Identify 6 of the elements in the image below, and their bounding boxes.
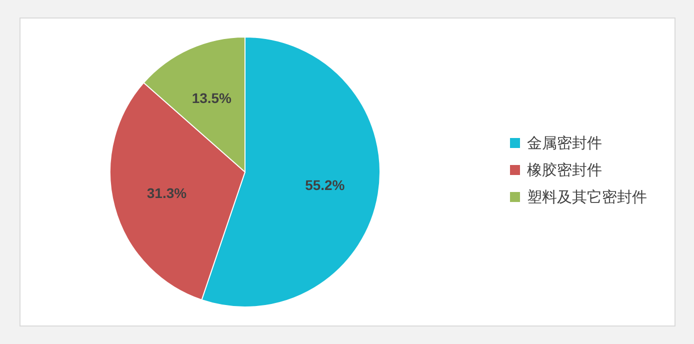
legend-label: 金属密封件 xyxy=(527,135,602,152)
data-label: 55.2% xyxy=(305,177,346,194)
legend-label: 塑料及其它密封件 xyxy=(527,189,647,206)
data-label: 31.3% xyxy=(146,184,188,201)
legend-label: 橡胶密封件 xyxy=(527,162,602,179)
data-label: 13.5% xyxy=(192,90,232,106)
